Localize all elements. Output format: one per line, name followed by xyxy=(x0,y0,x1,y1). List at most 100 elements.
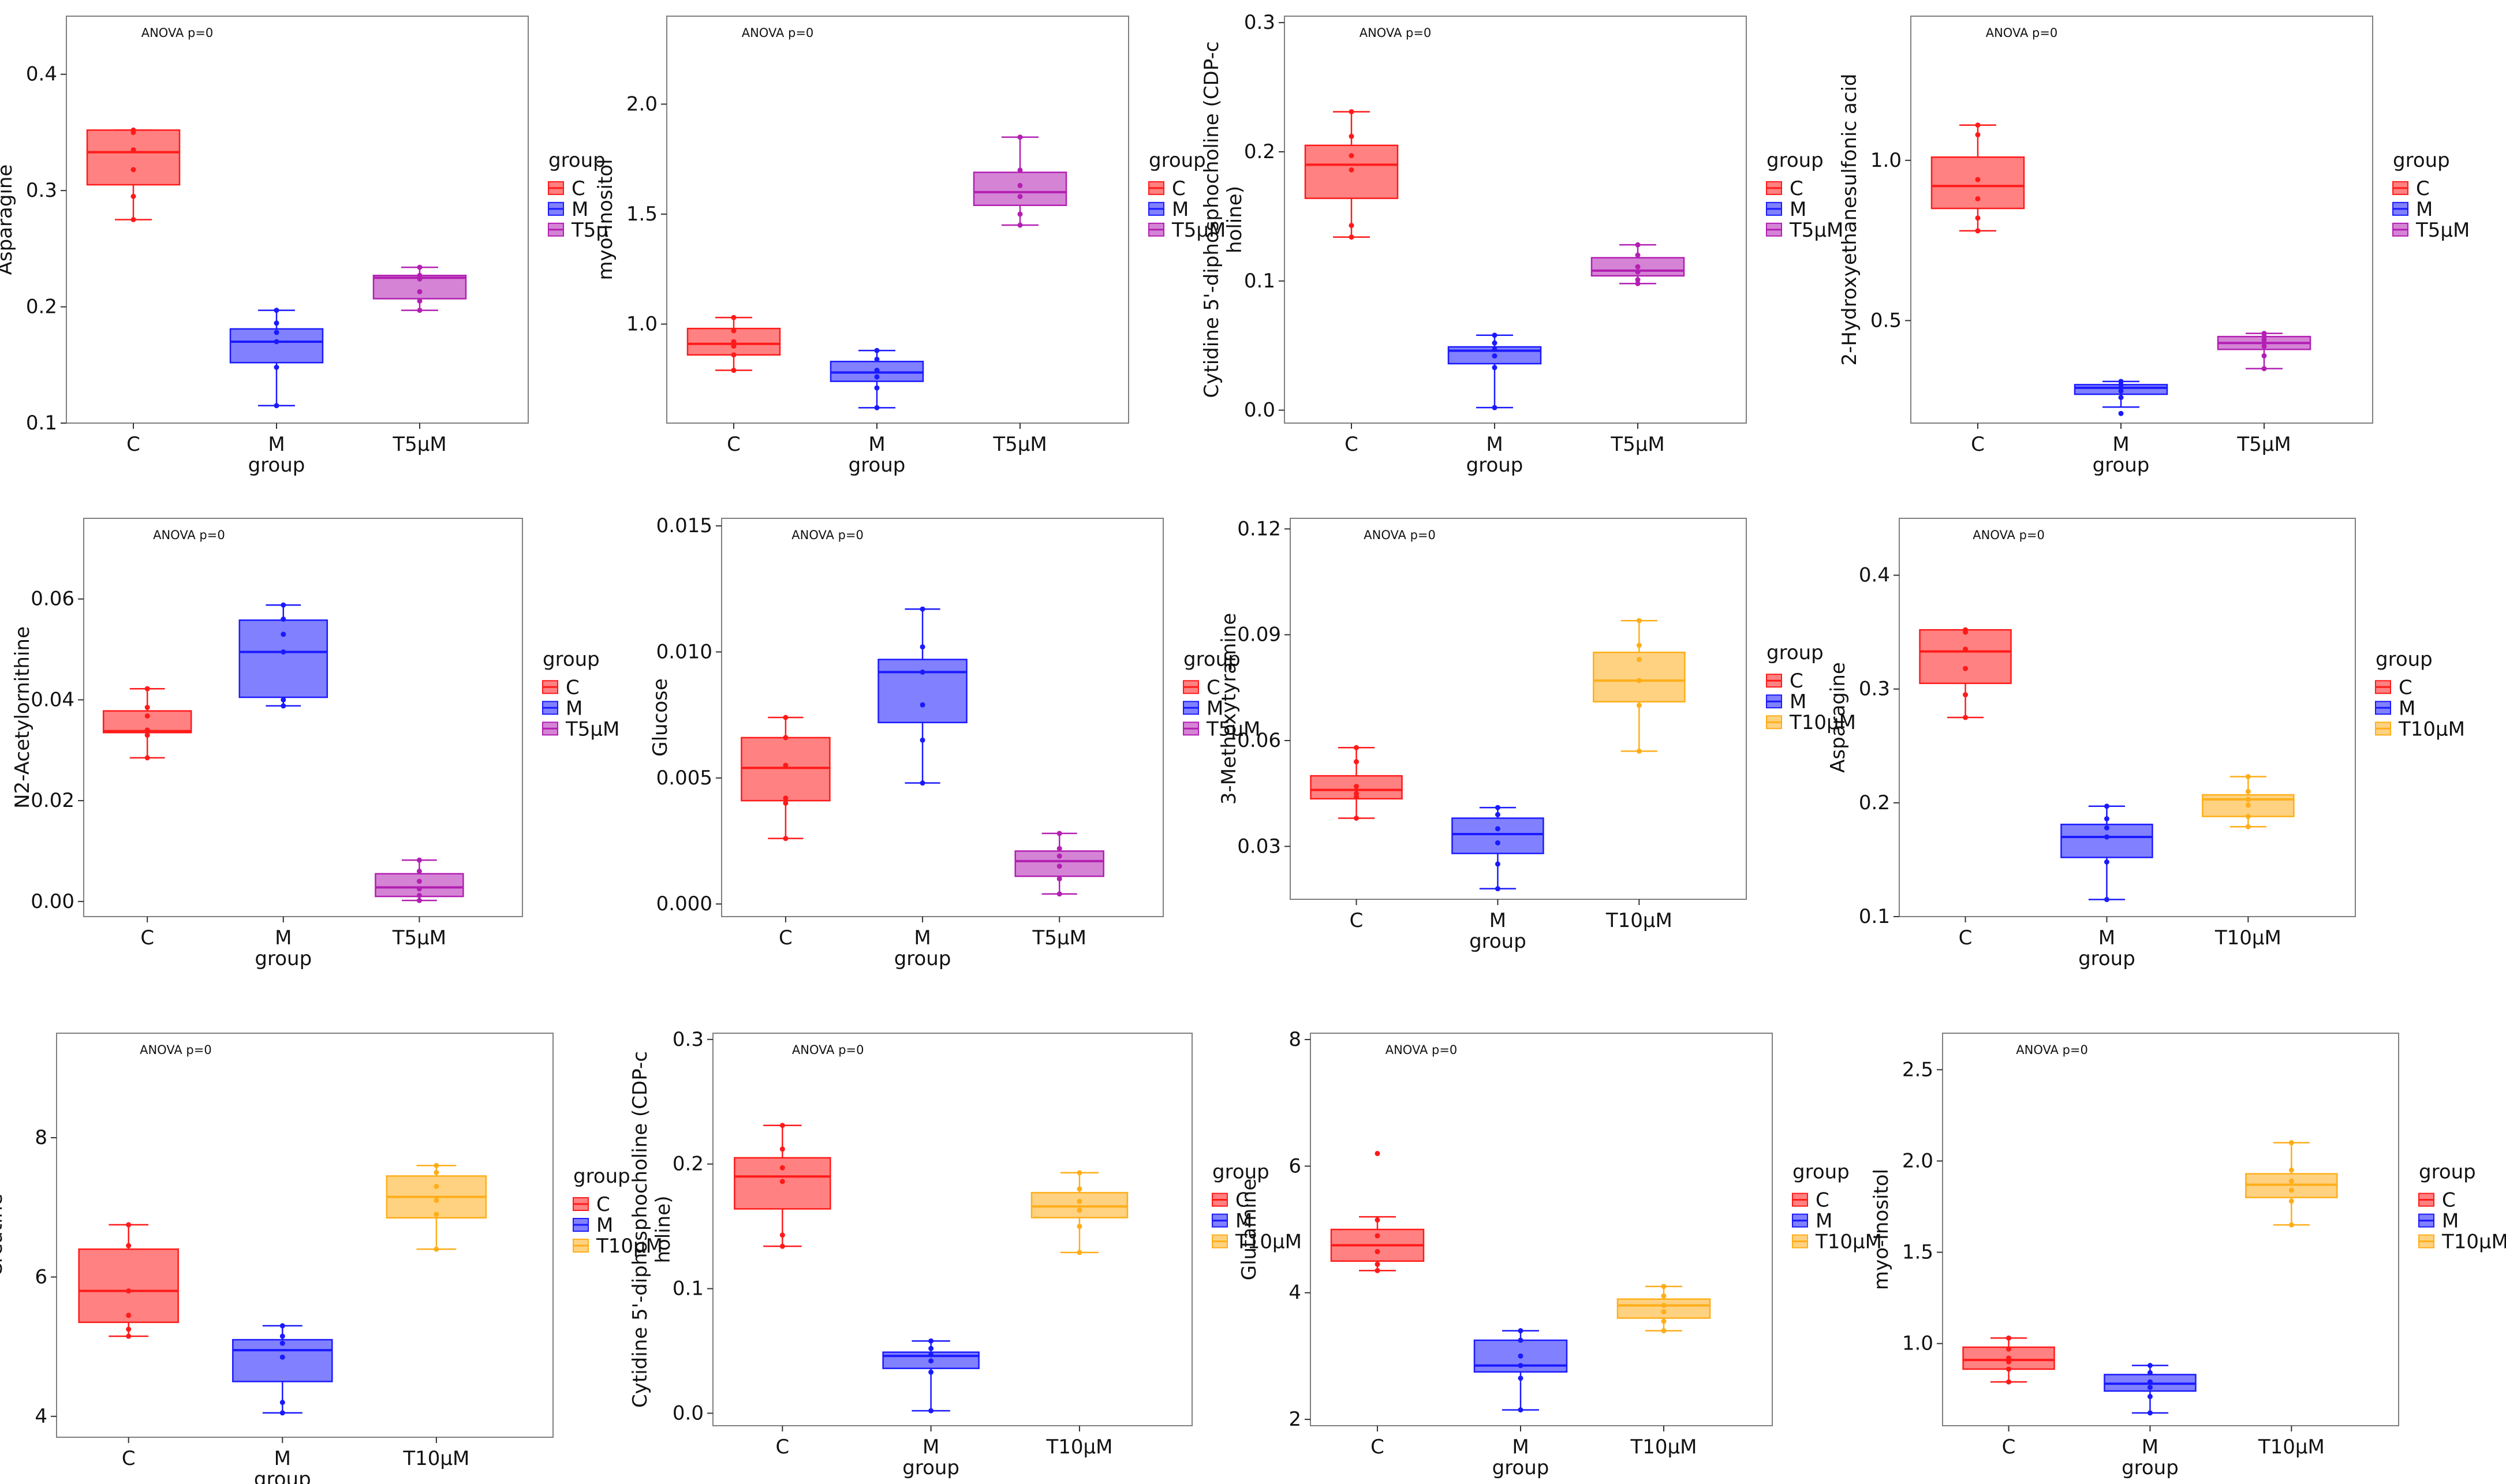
data-point xyxy=(279,1333,285,1339)
data-point xyxy=(416,886,422,892)
data-point xyxy=(274,403,279,409)
data-point xyxy=(920,780,925,786)
data-point xyxy=(417,308,423,313)
data-point xyxy=(416,857,422,863)
x-tick-label: M xyxy=(1512,1436,1529,1459)
x-tick-label: M xyxy=(2112,433,2129,456)
panel-frame xyxy=(721,518,1164,917)
data-point xyxy=(1661,1328,1667,1333)
data-point xyxy=(920,702,925,708)
y-axis-title-line: 2-Hydroxyethanesulfonic acid xyxy=(1838,73,1861,365)
data-point xyxy=(1636,656,1642,662)
x-axis-title: group xyxy=(248,454,305,477)
data-point xyxy=(417,264,423,270)
data-point xyxy=(1056,831,1062,836)
box-C xyxy=(686,315,781,373)
x-tick-label: C xyxy=(1971,433,1985,456)
data-point xyxy=(1375,1268,1380,1273)
data-point xyxy=(1375,1217,1380,1223)
legend-label: C xyxy=(2399,676,2412,699)
data-point xyxy=(2118,410,2124,416)
anova-annotation: ANOVA p=0 xyxy=(1360,26,1432,40)
data-point xyxy=(1975,177,1981,182)
x-tick-label: T10μM xyxy=(1605,909,1672,932)
x-tick-label: C xyxy=(122,1447,136,1470)
y-tick-label: 0.5 xyxy=(1870,309,1902,332)
data-point xyxy=(1492,353,1497,359)
x-tick-label: C xyxy=(727,433,741,456)
data-point xyxy=(434,1162,439,1168)
y-tick-label: 0.2 xyxy=(673,1153,704,1176)
data-point xyxy=(731,315,737,320)
data-point xyxy=(1017,182,1023,188)
box-iqr xyxy=(1593,651,1686,703)
legend-label: T10μM xyxy=(1235,1231,1302,1254)
box-M xyxy=(229,308,324,409)
y-tick-label: 4 xyxy=(35,1405,47,1428)
data-point xyxy=(281,631,286,637)
y-axis-title: Creatine xyxy=(0,1194,7,1277)
data-point xyxy=(281,616,286,622)
data-point xyxy=(874,356,880,362)
data-point xyxy=(1492,365,1497,371)
data-point xyxy=(1518,1363,1523,1369)
legend-label: M xyxy=(2442,1210,2459,1233)
data-point xyxy=(1077,1170,1082,1176)
x-tick-label: M xyxy=(2098,926,2115,950)
data-point xyxy=(2245,802,2251,808)
y-tick-label: 0.0 xyxy=(673,1401,704,1425)
box-C xyxy=(1310,745,1403,821)
data-point xyxy=(1661,1293,1667,1299)
chart-panel-10: ANOVA p=00.00.10.20.3C M T10μMgroupCytidin… xyxy=(629,1028,1302,1479)
y-tick-label: 2 xyxy=(1289,1408,1301,1431)
data-point xyxy=(144,727,150,733)
box-iqr xyxy=(78,1248,179,1324)
chart-panel-8: ANOVA p=00.10.20.30.4C M T10μMgroupAsparag… xyxy=(1827,518,2465,970)
box-M xyxy=(2104,1363,2197,1416)
legend-label: C xyxy=(1790,670,1803,693)
data-point xyxy=(1492,346,1497,352)
data-point xyxy=(1518,1375,1523,1381)
legend-label: T5μM xyxy=(1206,717,1260,741)
chart-panel-3: ANOVA p=00.00.10.20.3C M T5μMgroupCytidine… xyxy=(1200,11,1843,477)
legend-label: C xyxy=(1790,177,1803,200)
panel-frame xyxy=(1899,518,2356,917)
data-point xyxy=(2288,1187,2294,1193)
panel-frame xyxy=(56,1033,554,1438)
x-tick-label: C xyxy=(775,1436,789,1459)
y-axis-title: Glutamine xyxy=(1238,1179,1261,1281)
data-point xyxy=(2245,788,2251,794)
y-tick-label: 0.04 xyxy=(31,688,74,711)
y-tick-label: 4 xyxy=(1289,1281,1301,1304)
data-point xyxy=(1375,1261,1380,1267)
legend-title: group xyxy=(548,149,606,172)
y-tick-label: 8 xyxy=(1289,1028,1301,1051)
data-point xyxy=(2261,366,2267,372)
data-point xyxy=(1492,340,1497,346)
anova-annotation: ANOVA p=0 xyxy=(792,1043,864,1057)
box-iqr xyxy=(973,171,1067,206)
data-point xyxy=(920,606,925,612)
x-tick-label: T5μM xyxy=(992,433,1047,456)
data-point xyxy=(928,1352,934,1358)
box-T10μM xyxy=(1593,618,1686,754)
anova-annotation: ANOVA p=0 xyxy=(140,1043,212,1057)
data-point xyxy=(126,1288,132,1294)
y-axis-title-line: N2-Acetylornithine xyxy=(11,626,34,809)
data-point xyxy=(1354,745,1360,750)
legend-label: T5μM xyxy=(1789,219,1843,242)
data-point xyxy=(434,1212,439,1217)
data-point xyxy=(779,1165,785,1171)
y-tick-label: 0.010 xyxy=(656,640,712,663)
data-point xyxy=(928,1369,934,1375)
y-axis-title: 2-Hydroxyethanesulfonic acid xyxy=(1838,73,1861,365)
data-point xyxy=(1056,876,1062,881)
legend-title: group xyxy=(1212,1161,1269,1184)
data-point xyxy=(2104,816,2109,821)
data-point xyxy=(130,147,136,153)
data-point xyxy=(1056,864,1062,869)
data-point xyxy=(144,732,150,738)
box-M xyxy=(882,1338,980,1414)
legend-label: C xyxy=(572,177,585,200)
legend-title: group xyxy=(1792,1161,1850,1184)
